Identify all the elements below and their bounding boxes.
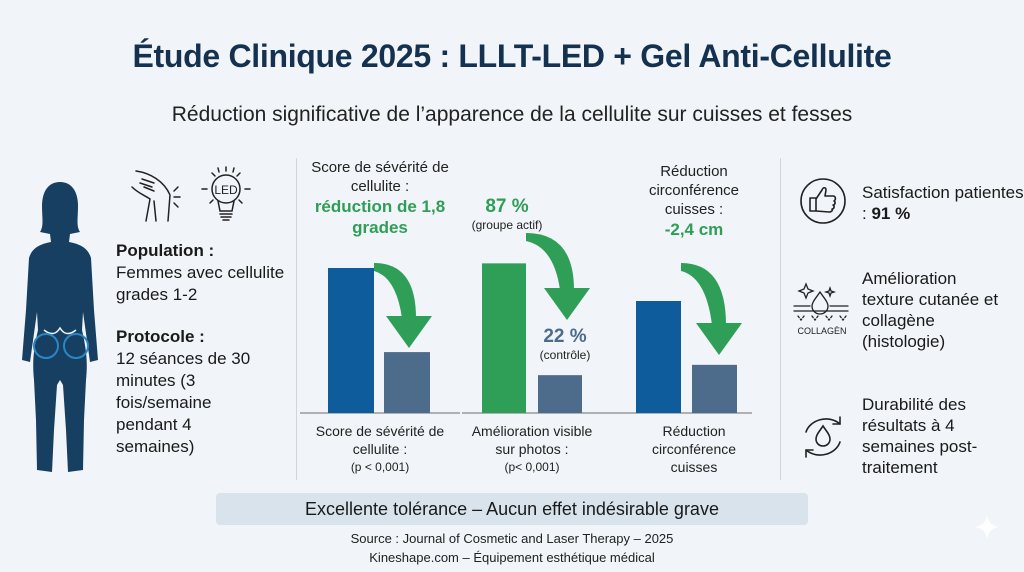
- chart1-xlabel: Score de sévérité de cellulite : (p < 0,…: [300, 422, 460, 476]
- chart1-highlight: réduction de 1,8 grades: [314, 197, 446, 237]
- collagen-icon: COLLAGÈN: [793, 282, 849, 336]
- tolerance-banner: Excellente tolérance – Aucun effet indés…: [216, 493, 808, 525]
- chart1-arrow-head: [386, 316, 432, 348]
- chart1-arrow-body: [374, 263, 416, 318]
- durability-item: Durabilité des résultats à 4 semaines po…: [862, 395, 978, 477]
- thumbs-up-icon: [800, 178, 846, 224]
- source-text: Source : Journal of Cosmetic and Laser T…: [350, 531, 674, 546]
- woman-silhouette-icon: [22, 182, 98, 472]
- target-zone-left: [33, 333, 59, 359]
- collagen-item: Amélioration texture cutanée et collagèn…: [862, 269, 999, 351]
- chart1-bar-after: [384, 352, 430, 413]
- target-zone-right: [63, 333, 89, 359]
- chart2-arrow-body: [526, 233, 574, 290]
- chart2-xlabel: Amélioration visible sur photos : (p< 0,…: [452, 422, 612, 476]
- protocol-text: 12 séances de 30 minutes (3 fois/semaine…: [116, 349, 251, 456]
- chart3-bar-after: [692, 364, 737, 413]
- chart3-arrow-body: [681, 263, 726, 325]
- chart1-pvalue: (p < 0,001): [350, 460, 410, 474]
- chart3-highlight: -2,4 cm: [664, 220, 724, 239]
- brand-link[interactable]: Kineshape.com – Équipement esthétique mé…: [369, 550, 655, 565]
- chart3-title: Réduction circonférence cuisses : -2,4 c…: [636, 162, 752, 240]
- chart2-bar-after: [538, 375, 582, 413]
- led-label: LED: [214, 183, 238, 197]
- chart2-active-label: 87 % (groupe actif): [471, 196, 543, 232]
- satisfaction-value: 91 %: [871, 204, 911, 223]
- chart3-xlabel: Réduction circonférence cuisses: [651, 423, 737, 475]
- population-label: Population :: [116, 241, 215, 260]
- chart2-arrow-head: [544, 288, 590, 320]
- leg-massage-icon: [131, 170, 181, 222]
- recycle-drop-icon: [805, 416, 841, 458]
- chart1-bar-before: [328, 268, 374, 413]
- chart2-bar-before: [482, 263, 526, 413]
- collagen-icon-label: COLLAGÈN: [797, 326, 846, 336]
- chart3-arrow-head: [696, 323, 742, 355]
- divider-left: [296, 158, 297, 480]
- page-title: Étude Clinique 2025 : LLLT-LED + Gel Ant…: [132, 38, 892, 74]
- divider-right: [780, 158, 781, 480]
- chart2-control-label: 22 % (contrôle): [539, 326, 591, 362]
- chart1-title: Score de sévérité de cellulite : réducti…: [300, 158, 460, 238]
- chart3-bar-before: [636, 301, 681, 413]
- satisfaction-item: Satisfaction patientes : 91 %: [862, 183, 1024, 223]
- led-bulb-icon: LED: [201, 166, 251, 221]
- chart2-pvalue: (p< 0,001): [504, 460, 560, 474]
- study-info: Population : Femmes avec cellulite grade…: [116, 240, 296, 458]
- protocol-label: Protocole :: [116, 327, 205, 346]
- population-text: Femmes avec cellulite grades 1-2: [116, 263, 285, 304]
- page-subtitle: Réduction significative de l’apparence d…: [171, 103, 853, 126]
- sparkle-icon: [974, 514, 1000, 540]
